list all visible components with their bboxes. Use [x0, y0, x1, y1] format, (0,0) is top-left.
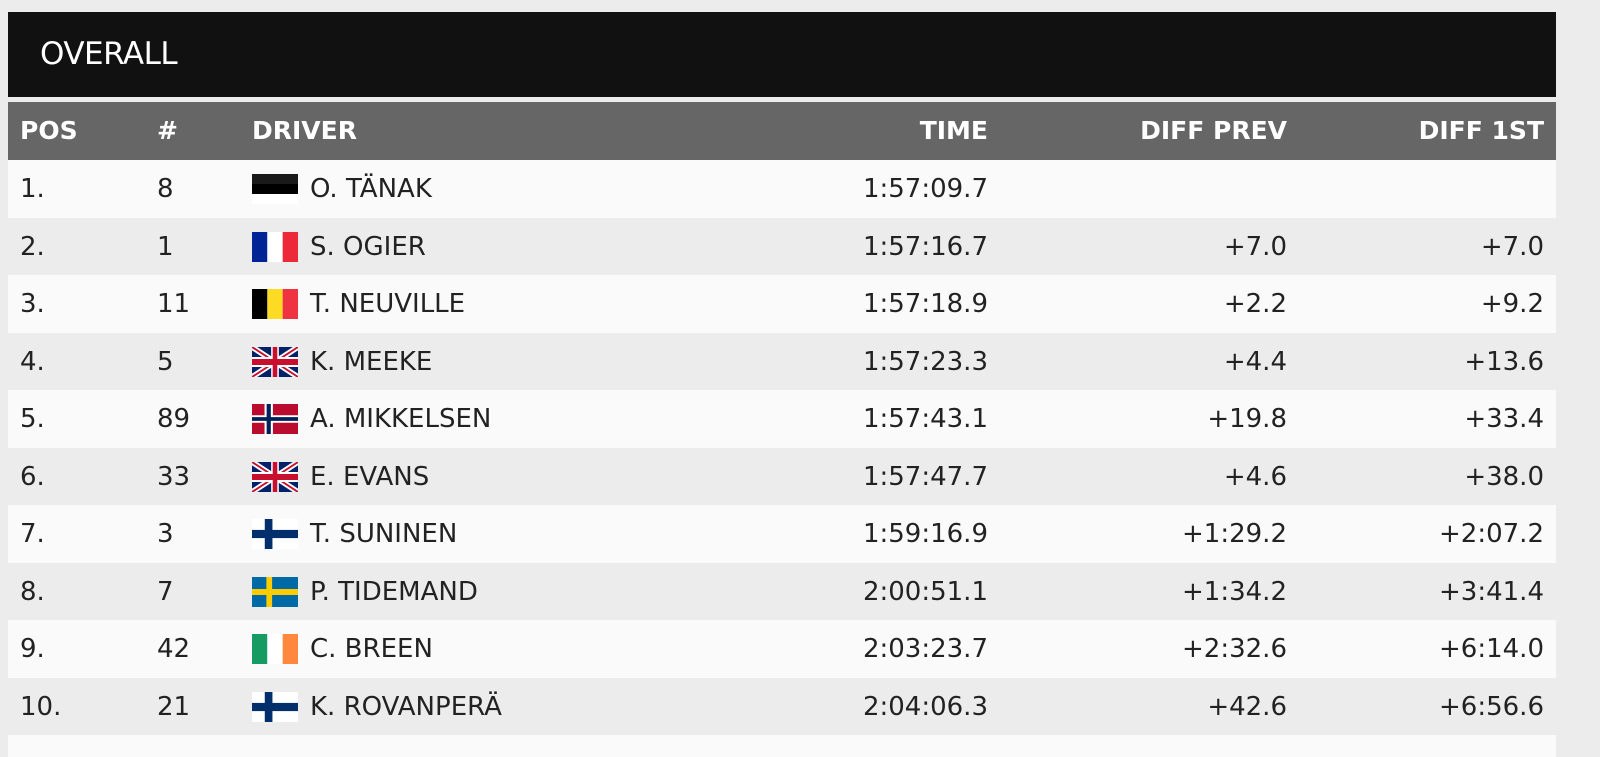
pos: 8.	[20, 576, 45, 607]
header-row: POS # DRIVER TIME DIFF PREV DIFF 1ST	[8, 102, 1556, 160]
time: 1:57:23.3	[862, 346, 988, 377]
diff-prev: +4.6	[1223, 461, 1287, 492]
column-header: DIFF PREV	[1140, 116, 1287, 145]
diff-prev: +42.6	[1207, 691, 1287, 722]
diff-1st: +6:14.0	[1439, 634, 1544, 664]
flag-graphic	[252, 519, 298, 549]
diff-prev: +4.4	[1223, 346, 1287, 377]
driver: K. MEEKE	[310, 346, 433, 377]
number: 33	[157, 461, 191, 492]
driver: C. BREEN	[310, 634, 433, 664]
diff-1st: +9.2	[1480, 289, 1544, 319]
pos: 7.	[20, 519, 45, 549]
column-header: #	[157, 116, 178, 145]
flag-graphic	[252, 691, 298, 722]
diff-prev: +1:29.2	[1182, 519, 1287, 549]
column-header: POS	[20, 116, 78, 145]
diff-prev: +2:32.6	[1182, 634, 1287, 664]
pos: 5.	[20, 404, 45, 434]
number: 89	[157, 404, 191, 434]
column-header: TIME	[919, 116, 988, 145]
diff-prev: +7.0	[1223, 231, 1287, 262]
number: 1	[157, 231, 174, 262]
flag-graphic	[252, 289, 298, 319]
table-row: 6. 33 E. EVANS 1:57:47.7 +4.6 +38.0	[8, 447, 1556, 506]
flag	[252, 231, 298, 262]
number: 21	[157, 691, 191, 722]
diff-1st: +7.0	[1480, 231, 1544, 262]
flag-graphic	[252, 231, 298, 262]
flag-graphic	[252, 634, 298, 664]
table-row: 2. 1 S. OGIER 1:57:16.7 +7.0 +7.0	[8, 217, 1556, 276]
diff-prev: +19.8	[1207, 404, 1287, 434]
pos: 9.	[20, 634, 45, 664]
time: 1:57:16.7	[862, 231, 988, 262]
pos: 3.	[20, 289, 45, 319]
driver: P. TIDEMAND	[310, 576, 478, 607]
number: 11	[157, 289, 191, 319]
time: 1:57:47.7	[862, 461, 988, 492]
time: 2:04:06.3	[862, 691, 988, 722]
table-row: 4. 5 K. MEEKE 1:57:23.3 +4.4 +13.6	[8, 332, 1556, 391]
driver: O. TÄNAK	[310, 174, 432, 204]
column-header: DIFF 1ST	[1418, 116, 1544, 145]
time: 2:03:23.7	[862, 634, 988, 664]
flag-graphic	[252, 174, 298, 204]
driver: T. SUNINEN	[310, 519, 458, 549]
time: 1:59:16.9	[862, 519, 988, 549]
flag-graphic	[250, 458, 300, 495]
column-header: DRIVER	[252, 116, 357, 145]
flag	[250, 458, 300, 495]
pos: 2.	[20, 231, 45, 262]
number: 5	[157, 346, 174, 377]
driver: A. MIKKELSEN	[310, 404, 492, 434]
diff-1st: +38.0	[1464, 461, 1544, 492]
time: 1:57:43.1	[862, 404, 988, 434]
flag	[252, 691, 298, 722]
number: 3	[157, 519, 174, 549]
diff-prev: +1:34.2	[1182, 576, 1287, 607]
time: 1:57:18.9	[862, 289, 988, 319]
flag	[252, 289, 298, 319]
pos: 4.	[20, 346, 45, 377]
number: 7	[157, 576, 174, 607]
driver: E. EVANS	[310, 461, 430, 492]
pos: 1.	[20, 174, 45, 204]
flag	[252, 404, 298, 434]
diff-1st: +33.4	[1464, 404, 1544, 434]
flag	[252, 576, 298, 607]
diff-1st: +13.6	[1464, 346, 1544, 377]
flag	[252, 174, 298, 204]
table-row: 3. 11 T. NEUVILLE 1:57:18.9 +2.2 +9.2	[8, 275, 1556, 333]
pos: 6.	[20, 461, 45, 492]
driver: S. OGIER	[310, 231, 426, 262]
table-row: 10. 21 K. ROVANPERÄ 2:04:06.3 +42.6 +6:56.6	[8, 677, 1556, 736]
flag-graphic	[252, 576, 298, 607]
flag-graphic	[250, 343, 300, 380]
title-bar: OVERALL	[8, 12, 1556, 97]
flag	[250, 343, 300, 380]
table-row: 5. 89 A. MIKKELSEN 1:57:43.1 +19.8 +33.4	[8, 390, 1556, 448]
title: OVERALL	[40, 36, 178, 72]
table-row: 1. 8 O. TÄNAK 1:57:09.7	[8, 160, 1556, 218]
flag	[252, 519, 298, 549]
table-row: 7. 3 T. SUNINEN 1:59:16.9 +1:29.2 +2:07.2	[8, 505, 1556, 563]
diff-1st: +6:56.6	[1439, 691, 1544, 722]
number: 42	[157, 634, 191, 664]
diff-prev: +2.2	[1223, 289, 1287, 319]
diff-1st: +2:07.2	[1439, 519, 1544, 549]
time: 1:57:09.7	[862, 174, 988, 204]
table-row: 8. 7 P. TIDEMAND 2:00:51.1 +1:34.2 +3:41.4	[8, 562, 1556, 621]
diff-1st: +3:41.4	[1439, 576, 1544, 607]
driver: T. NEUVILLE	[310, 289, 466, 319]
flag	[252, 634, 298, 664]
driver: K. ROVANPERÄ	[310, 691, 502, 722]
number: 8	[157, 174, 174, 204]
pos: 10.	[20, 691, 62, 722]
time: 2:00:51.1	[862, 576, 988, 607]
table-row: 9. 42 C. BREEN 2:03:23.7 +2:32.6 +6:14.0	[8, 620, 1556, 678]
row-filler	[8, 735, 1556, 757]
flag-graphic	[252, 404, 298, 434]
